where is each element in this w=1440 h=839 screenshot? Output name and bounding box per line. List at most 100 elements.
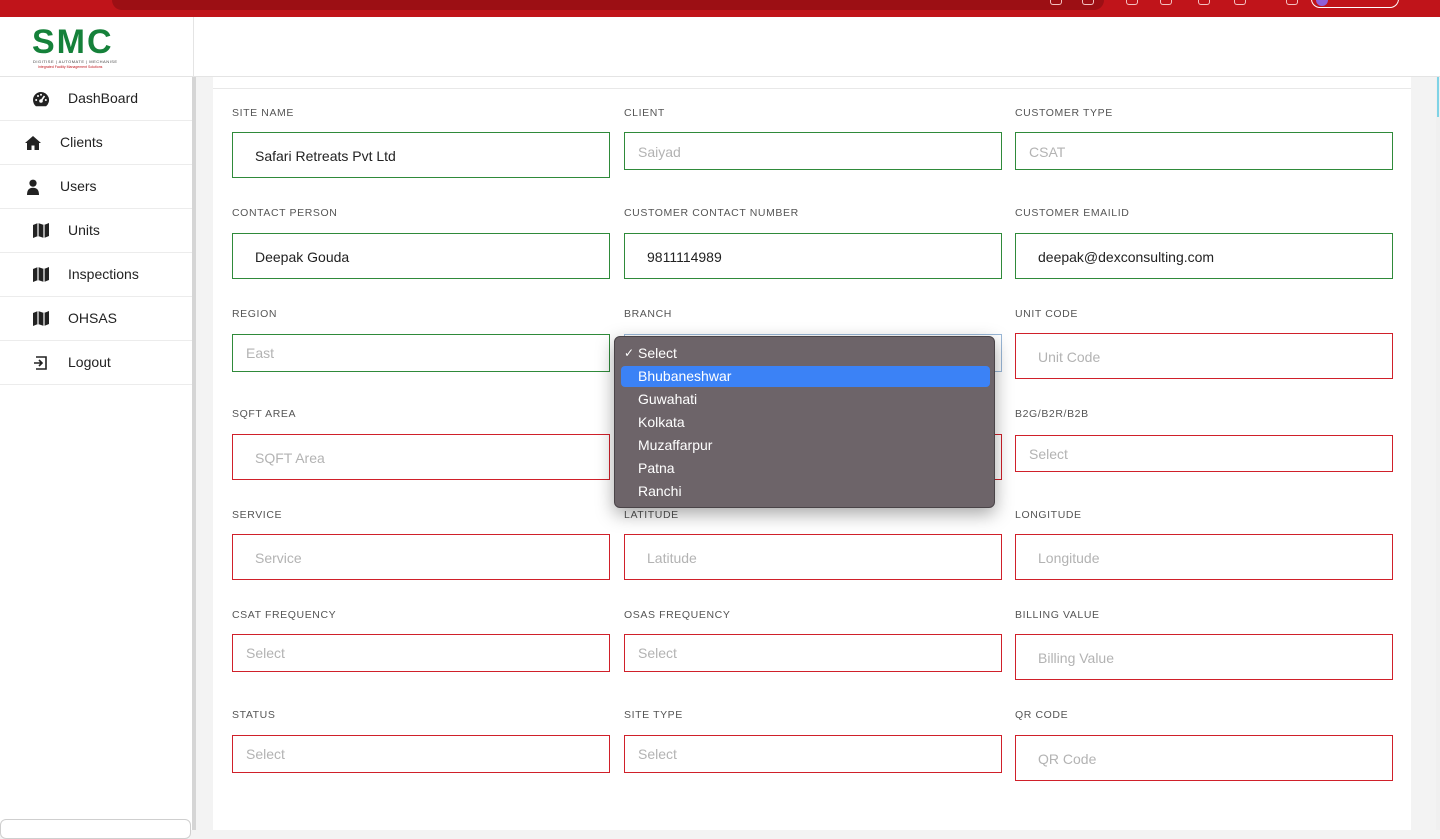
unit-code-label: UNIT CODE	[1015, 308, 1078, 320]
sign-out-icon	[32, 354, 50, 371]
customer-contact-number-label: CUSTOMER CONTACT NUMBER	[624, 207, 799, 219]
sqft-area-placeholder: SQFT Area	[255, 450, 325, 466]
sidebar: DashBoard Clients Users Units Inspection…	[0, 77, 192, 830]
osas-frequency-select[interactable]: Select	[624, 634, 1002, 672]
region-select[interactable]: East	[232, 334, 610, 372]
page-scrollbar[interactable]	[1436, 77, 1440, 830]
latitude-placeholder: Latitude	[647, 550, 697, 566]
customer-email-label: CUSTOMER EMAILID	[1015, 207, 1130, 219]
latitude-input[interactable]: Latitude	[624, 534, 1002, 580]
billing-value-placeholder: Billing Value	[1038, 650, 1115, 666]
site-name-input[interactable]: Safari Retreats Pvt Ltd	[232, 132, 610, 178]
latitude-label: LATITUDE	[624, 509, 679, 521]
sidebar-toggle-icon[interactable]	[1286, 0, 1298, 5]
sidebar-item-clients[interactable]: Clients	[0, 121, 192, 165]
contact-person-input[interactable]: Deepak Gouda	[232, 233, 610, 279]
region-label: REGION	[232, 308, 278, 320]
b2g-select[interactable]: Select	[1015, 435, 1393, 472]
branch-option-kolkata[interactable]: Kolkata	[621, 412, 990, 433]
customer-email-input[interactable]: deepak@dexconsulting.com	[1015, 233, 1393, 279]
longitude-placeholder: Longitude	[1038, 550, 1100, 566]
home-icon	[24, 134, 42, 151]
divider	[213, 88, 1411, 89]
customer-type-value: CSAT	[1029, 144, 1066, 160]
sidebar-item-label: OHSAS	[68, 310, 118, 326]
sidebar-item-ohsas[interactable]: OHSAS	[0, 297, 192, 341]
sidebar-item-users[interactable]: Users	[0, 165, 192, 209]
share-icon[interactable]	[1050, 0, 1062, 5]
history-icon[interactable]	[1198, 0, 1210, 5]
sqft-area-label: SQFT AREA	[232, 408, 297, 420]
osas-frequency-label: OSAS FREQUENCY	[624, 609, 731, 621]
sidebar-item-units[interactable]: Units	[0, 209, 192, 253]
site-type-label: SITE TYPE	[624, 709, 683, 721]
branch-dropdown-menu[interactable]: ✓ Select Bhubaneshwar Guwahati Kolkata M…	[614, 336, 995, 508]
service-input[interactable]: Service	[232, 534, 610, 580]
customer-email-value: deepak@dexconsulting.com	[1038, 249, 1215, 265]
csat-frequency-value: Select	[246, 645, 285, 661]
site-type-select[interactable]: Select	[624, 735, 1002, 773]
logo-tagline: DIGITISE | AUTOMATE | MECHANISE	[33, 59, 118, 64]
csat-frequency-select[interactable]: Select	[232, 634, 610, 672]
branch-option-muzaffarpur[interactable]: Muzaffarpur	[621, 435, 990, 456]
logo-container[interactable]: SMC DIGITISE | AUTOMATE | MECHANISE Inte…	[0, 17, 194, 76]
tab-icon[interactable]	[1234, 0, 1246, 5]
app-header: SMC DIGITISE | AUTOMATE | MECHANISE Inte…	[0, 17, 1440, 77]
service-placeholder: Service	[255, 550, 302, 566]
browser-toolbar	[0, 0, 1440, 17]
sqft-area-input[interactable]: SQFT Area	[232, 434, 610, 480]
map-icon	[32, 310, 50, 327]
status-select[interactable]: Select	[232, 735, 610, 773]
branch-option-label: Guwahati	[638, 391, 698, 407]
profile-button[interactable]	[1311, 0, 1399, 8]
download-icon[interactable]	[1126, 0, 1138, 5]
osas-frequency-value: Select	[638, 645, 677, 661]
sidebar-item-logout[interactable]: Logout	[0, 341, 192, 385]
qr-code-input[interactable]: QR Code	[1015, 735, 1393, 781]
contact-person-label: CONTACT PERSON	[232, 207, 338, 219]
branch-option-label: Muzaffarpur	[638, 437, 713, 453]
b2g-label: B2G/B2R/B2B	[1015, 408, 1089, 420]
sidebar-item-label: Logout	[68, 354, 111, 370]
customer-type-select[interactable]: CSAT	[1015, 132, 1393, 170]
user-icon	[24, 178, 42, 195]
customer-contact-number-value: 9811114989	[647, 249, 722, 265]
billing-value-label: BILLING VALUE	[1015, 609, 1100, 621]
menu-icon[interactable]	[1160, 0, 1172, 5]
client-select[interactable]: Saiyad	[624, 132, 1002, 170]
scrollbar-thumb[interactable]	[1437, 77, 1439, 117]
client-value: Saiyad	[638, 144, 681, 160]
sidebar-scrollbar[interactable]	[192, 77, 196, 830]
site-name-label: SITE NAME	[232, 107, 294, 119]
branch-option-guwahati[interactable]: Guwahati	[621, 389, 990, 410]
region-value: East	[246, 345, 275, 361]
branch-option-label: Bhubaneshwar	[638, 368, 732, 384]
sidebar-item-label: Clients	[60, 134, 103, 150]
branch-option-label: Patna	[638, 460, 675, 476]
sidebar-item-label: Units	[68, 222, 100, 238]
qr-code-placeholder: QR Code	[1038, 751, 1097, 767]
extension-icon[interactable]	[1082, 0, 1094, 5]
sidebar-item-dashboard[interactable]: DashBoard	[0, 77, 192, 121]
branch-option-ranchi[interactable]: Ranchi	[621, 481, 990, 502]
sidebar-item-label: DashBoard	[68, 90, 139, 106]
sidebar-item-inspections[interactable]: Inspections	[0, 253, 192, 297]
customer-contact-number-input[interactable]: 9811114989	[624, 233, 1002, 279]
longitude-input[interactable]: Longitude	[1015, 534, 1393, 580]
branch-label: BRANCH	[624, 308, 672, 320]
logo: SMC	[32, 23, 114, 61]
billing-value-input[interactable]: Billing Value	[1015, 634, 1393, 680]
address-bar[interactable]	[112, 0, 1104, 10]
branch-option-patna[interactable]: Patna	[621, 458, 990, 479]
sidebar-footer	[0, 819, 191, 839]
customer-type-label: CUSTOMER TYPE	[1015, 107, 1113, 119]
b2g-value: Select	[1029, 446, 1068, 462]
checkmark-icon: ✓	[624, 346, 635, 360]
longitude-label: LONGITUDE	[1015, 509, 1082, 521]
branch-option-bhubaneshwar[interactable]: Bhubaneshwar	[621, 366, 990, 387]
branch-option-select[interactable]: ✓ Select	[621, 343, 990, 364]
unit-code-input[interactable]: Unit Code	[1015, 333, 1393, 379]
sidebar-item-label: Users	[60, 178, 97, 194]
site-type-value: Select	[638, 746, 677, 762]
csat-frequency-label: CSAT FREQUENCY	[232, 609, 337, 621]
